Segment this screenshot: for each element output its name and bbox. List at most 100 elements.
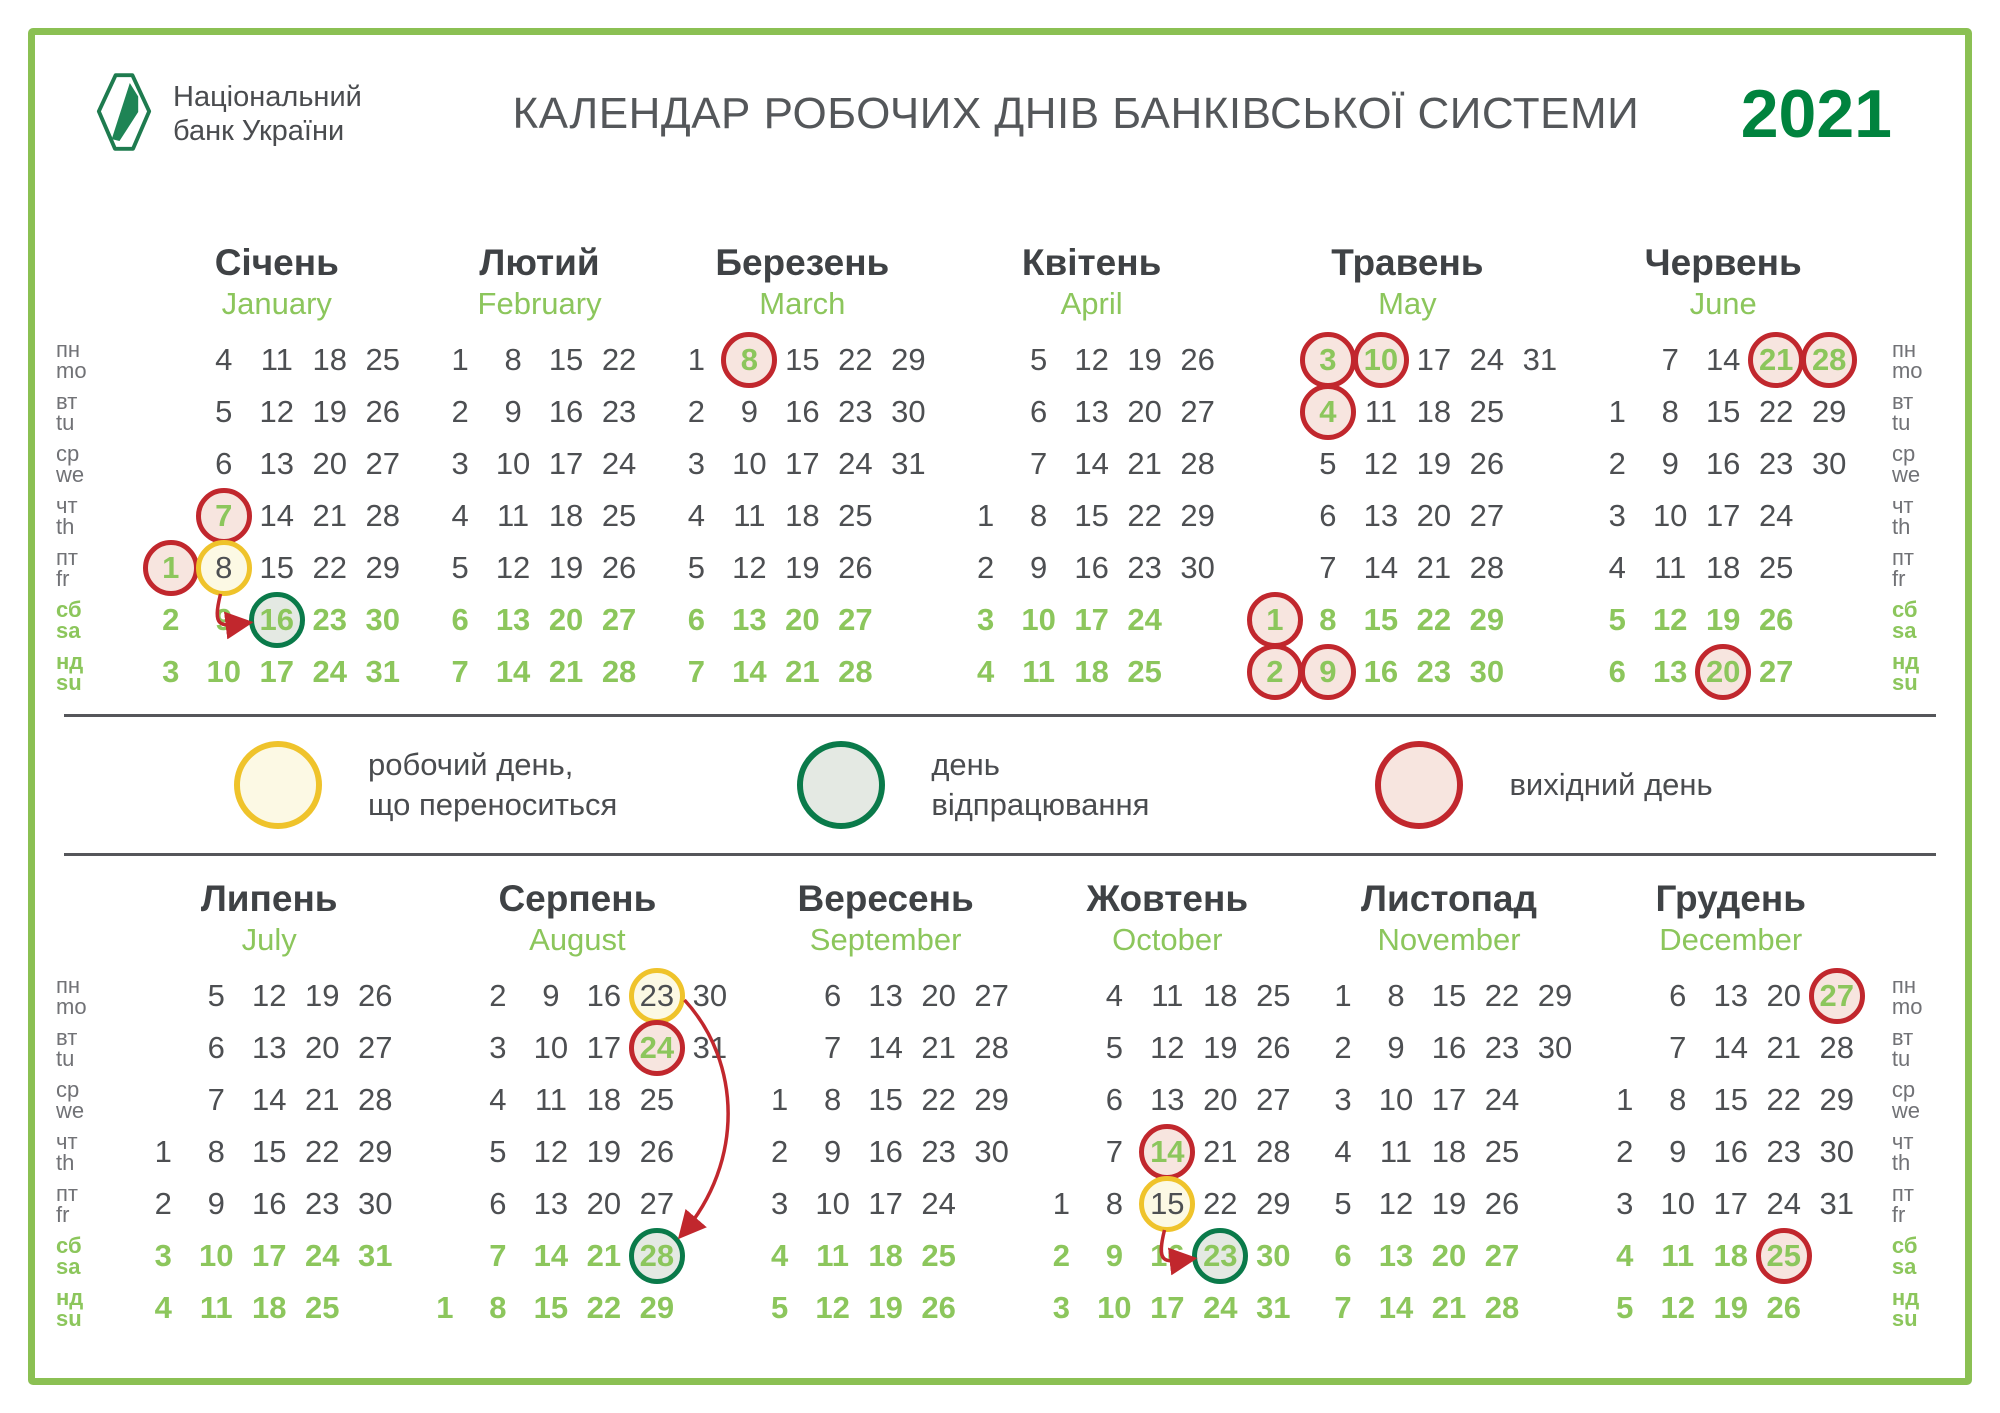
day-cell: 18	[1697, 542, 1750, 594]
day-cell: 27	[1247, 1074, 1300, 1126]
day-cell: 8	[806, 1074, 859, 1126]
weekday-label-uk: ср	[1891, 441, 1916, 466]
day-number: 16	[259, 602, 295, 637]
weekday-label-uk: сб	[1891, 1233, 1918, 1258]
week-row-mo: 2 9 16 23 30	[418, 968, 736, 1024]
day-cell: 10	[487, 438, 540, 490]
empty-cell	[1810, 1282, 1863, 1334]
day-number: 18	[1416, 394, 1452, 429]
month-name-en: June	[1689, 286, 1757, 321]
day-cell: 15	[1423, 970, 1476, 1022]
day-number: 27	[838, 602, 873, 637]
day-number: 11	[733, 498, 766, 533]
day-number: 3	[977, 602, 995, 637]
day-cell: 8	[1012, 490, 1065, 542]
weekday-label-mo: пн mo	[56, 334, 120, 386]
empty-cell	[1248, 334, 1301, 386]
weekday-label-uk: пн	[1891, 973, 1916, 998]
day-cell: 4	[197, 334, 250, 386]
day-cell: 22	[829, 334, 882, 386]
week-row-sa: 6 13 20 27	[434, 594, 646, 646]
day-cell: 20	[1423, 1230, 1476, 1282]
empty-cell	[1513, 594, 1566, 646]
day-number: 26	[1758, 602, 1794, 637]
day-cell: 10	[1352, 332, 1409, 388]
month-september: Вересень September 6 13 20 27 7 14 21 28 1 8 15 22 29 2…	[753, 878, 1018, 1334]
month-name-en: July	[241, 922, 297, 957]
day-cell: 23	[1118, 542, 1171, 594]
empty-cell	[418, 1074, 471, 1126]
day-number: 6	[1334, 1238, 1352, 1273]
day-cell: 28	[628, 1228, 685, 1284]
day-cell: 30	[965, 1126, 1018, 1178]
day-cell: 28	[593, 646, 646, 698]
day-number: 5	[215, 394, 233, 429]
day-number: 13	[1074, 394, 1109, 429]
day-number: 19	[548, 550, 584, 585]
day-cell: 14	[1370, 1282, 1423, 1334]
day-number: 9	[1387, 1030, 1405, 1065]
day-cell: 5	[471, 1126, 524, 1178]
day-number: 27	[639, 1186, 675, 1221]
red-circle	[1352, 332, 1409, 388]
empty-cell	[959, 438, 1012, 490]
day-cell: 4	[959, 646, 1012, 698]
month-april: Квітень April 5 12 19 26 6 13 20 27 7 14 21 28 1 8 15 22 2…	[959, 242, 1224, 698]
day-number: 31	[1256, 1290, 1291, 1325]
day-cell: 15	[1704, 1074, 1757, 1126]
week-row-tu: 2 9 16 23 30	[670, 386, 935, 438]
weekday-label-sa: сб sa	[56, 1230, 120, 1282]
day-cell: 21	[303, 490, 356, 542]
day-cell: 11	[1141, 970, 1194, 1022]
month-grid-august: 2 9 16 23 30 3 10 17 24 31 4 11 18 25 5 12 19 26 6 13 20 27 7 1…	[418, 968, 736, 1334]
calendar-bottom-half: пн mo вт tu ср we чт th пт fr сб sa нд su Липень July 5 1…	[0, 878, 2000, 1334]
empty-cell	[882, 594, 935, 646]
day-cell: 28	[349, 1074, 402, 1126]
day-number: 17	[1074, 602, 1109, 637]
day-number: 12	[815, 1290, 850, 1325]
week-row-tu: 3 10 17 24 31	[418, 1020, 736, 1076]
day-cell: 12	[243, 970, 296, 1022]
legend-label-line: що переноситься	[368, 787, 618, 822]
day-cell: 1	[959, 490, 1012, 542]
day-number: 28	[1469, 550, 1505, 585]
day-number: 19	[586, 1134, 622, 1169]
weekday-label-tu: вт tu	[56, 1022, 120, 1074]
day-number: 17	[868, 1186, 903, 1221]
day-cell: 15	[243, 1126, 296, 1178]
day-cell: 11	[524, 1074, 577, 1126]
day-number: 9	[215, 602, 233, 637]
day-cell: 27	[1476, 1230, 1529, 1282]
empty-cell	[1171, 594, 1224, 646]
empty-cell	[959, 334, 1012, 386]
day-cell: 21	[1423, 1282, 1476, 1334]
week-row-mo: 6 13 20 27	[1598, 968, 1865, 1024]
day-cell: 27	[349, 1022, 402, 1074]
day-number: 24	[838, 446, 873, 481]
week-row-th: 4 11 18 25	[670, 490, 935, 542]
empty-cell	[144, 490, 197, 542]
day-cell: 15	[250, 542, 303, 594]
empty-cell	[882, 646, 935, 698]
day-number: 15	[1705, 394, 1741, 429]
day-number: 16	[868, 1134, 903, 1169]
day-cell: 20	[776, 594, 829, 646]
day-number: 6	[1030, 394, 1048, 429]
day-number: 19	[785, 550, 820, 585]
day-number: 1	[1608, 394, 1626, 429]
day-number: 30	[1537, 1030, 1573, 1065]
month-header-july: Липень July	[201, 878, 338, 970]
day-cell: 30	[683, 970, 736, 1022]
day-cell: 7	[434, 646, 487, 698]
day-cell: 28	[965, 1022, 1018, 1074]
day-number: 3	[1616, 1186, 1634, 1221]
day-number: 16	[586, 978, 622, 1013]
week-row-mo: 5 12 19 26	[959, 334, 1224, 386]
day-number: 19	[1705, 602, 1741, 637]
month-grid-december: 6 13 20 27 7 14 21 28 1 8 15 22 29 2 9 16 23 30 3 10 17 24 31 4…	[1598, 968, 1865, 1334]
day-number: 14	[533, 1238, 569, 1273]
week-row-fr: 3 10 17 24	[753, 1178, 1018, 1230]
weekday-label-tu: вт tu	[1880, 1022, 1944, 1074]
day-cell: 25	[912, 1230, 965, 1282]
day-cell: 2	[670, 386, 723, 438]
